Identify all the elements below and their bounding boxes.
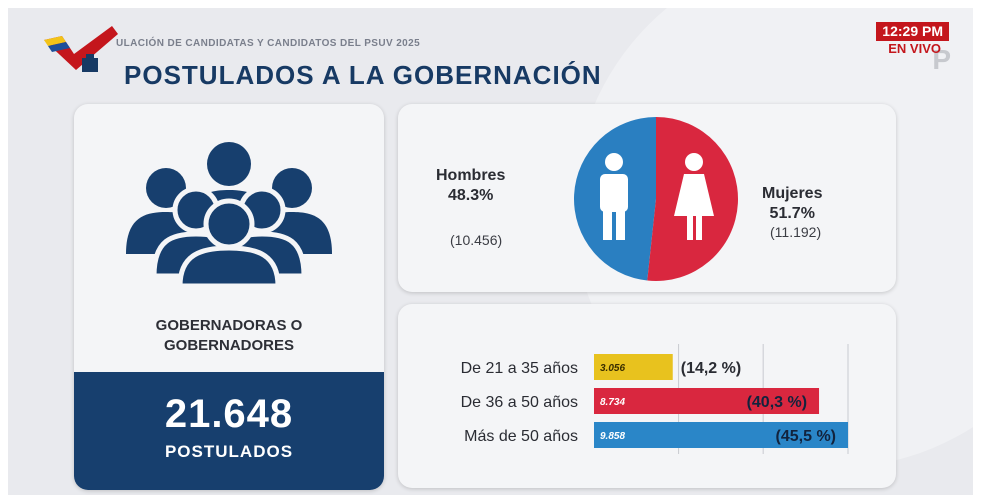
women-label: Mujeres (762, 185, 823, 202)
women-count: (11.192) (770, 224, 822, 240)
men-label: Hombres (436, 167, 506, 184)
bar-percent-label: (40,3 %) (747, 394, 807, 411)
category-label: De 36 a 50 años (461, 394, 578, 411)
women-percent: 51.7% (769, 205, 815, 222)
man-icon (600, 153, 628, 240)
psuv-check-logo (44, 26, 118, 72)
age-bar (594, 388, 820, 414)
page-title: POSTULADOS A LA GOBERNACIÓN (124, 60, 602, 90)
category-label: Más de 50 años (464, 428, 578, 445)
channel-watermark: P (932, 44, 951, 75)
total-count: 21.648 (164, 392, 294, 436)
event-subtitle: ULACIÓN DE CANDIDATAS Y CANDIDATOS DEL P… (116, 38, 421, 49)
governors-label-line1: GOBERNADORAS O (155, 317, 303, 334)
bar-value-label: 8.734 (600, 397, 625, 408)
total-candidates-card: GOBERNADORAS O GOBERNADORES 21.648 POSTU… (74, 104, 384, 490)
bar-value-label: 3.056 (600, 363, 625, 374)
gender-pie-chart (573, 117, 738, 281)
total-box: 21.648 POSTULADOS (74, 372, 384, 490)
woman-icon (674, 153, 714, 240)
governors-label: GOBERNADORAS O GOBERNADORES (74, 316, 384, 356)
gender-card: Hombres 48.3% (10.456) Mujeres 51.7% (11 (398, 104, 896, 292)
men-info: Hombres 48.3% (436, 166, 505, 206)
live-badge: EN VIVO (888, 41, 941, 56)
women-info: Mujeres 51.7% (762, 184, 822, 224)
bar-percent-label: (45,5 %) (776, 428, 836, 445)
age-bar (594, 422, 848, 448)
category-label: De 21 a 35 años (461, 360, 578, 377)
bar-value-label: 9.858 (600, 431, 625, 442)
age-bar (594, 354, 673, 380)
men-count: (10.456) (450, 232, 503, 248)
men-percent: 48.3% (447, 187, 494, 204)
age-bar-chart: De 21 a 35 años 3.056 (14,2 %) De 36 a 50 a… (461, 344, 849, 454)
bar-percent-label: (14,2 %) (681, 360, 741, 377)
governors-label-line2: GOBERNADORES (163, 337, 294, 354)
people-group-icon (126, 142, 332, 286)
age-card: De 21 a 35 años 3.056 (14,2 %) De 36 a 50 a… (398, 304, 896, 488)
broadcast-clock: 12:29 PM (876, 22, 949, 41)
broadcast-screen: ULACIÓN DE CANDIDATAS Y CANDIDATOS DEL P… (8, 8, 973, 495)
total-label: POSTULADOS (164, 442, 294, 461)
